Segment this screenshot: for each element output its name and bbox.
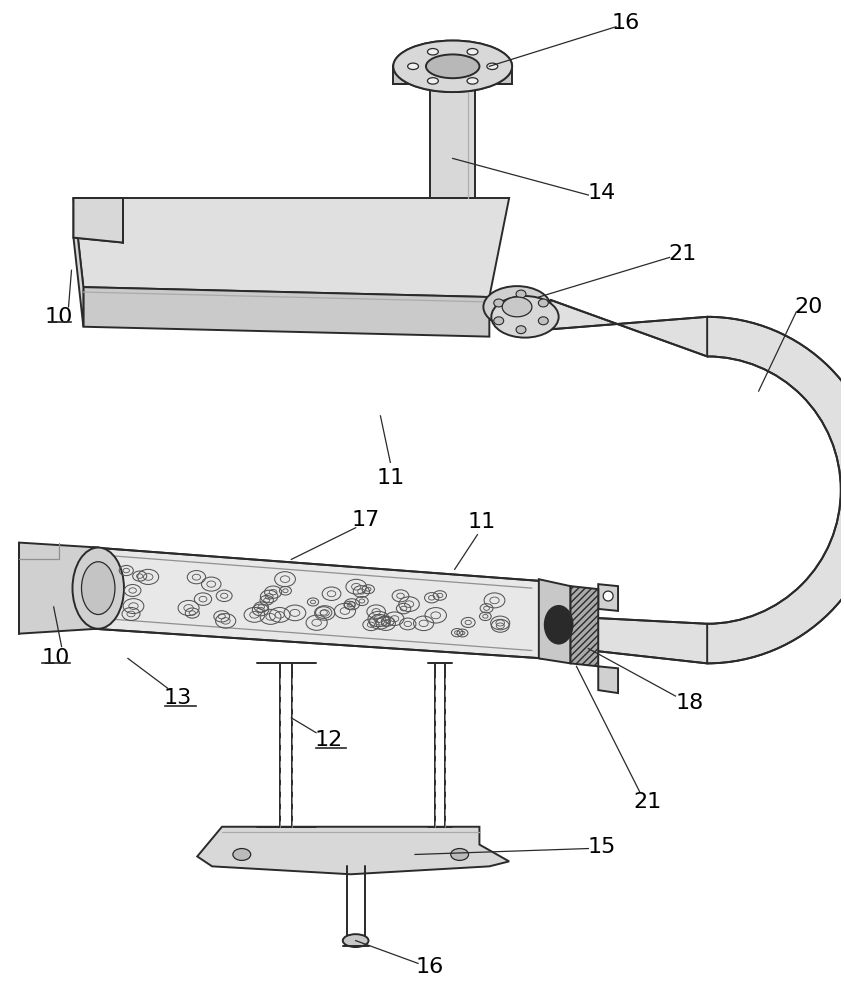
Polygon shape xyxy=(73,198,84,327)
Ellipse shape xyxy=(81,562,115,615)
Text: 10: 10 xyxy=(41,648,70,668)
Polygon shape xyxy=(598,584,617,611)
Text: 15: 15 xyxy=(587,837,615,857)
Text: 12: 12 xyxy=(315,730,343,750)
Text: 11: 11 xyxy=(376,468,404,488)
Polygon shape xyxy=(73,198,123,243)
Ellipse shape xyxy=(516,290,525,298)
Ellipse shape xyxy=(538,317,548,325)
Polygon shape xyxy=(570,586,598,666)
Ellipse shape xyxy=(427,49,438,55)
Polygon shape xyxy=(545,300,706,356)
Polygon shape xyxy=(73,198,509,297)
Ellipse shape xyxy=(493,317,503,325)
Ellipse shape xyxy=(450,849,468,860)
Ellipse shape xyxy=(493,299,503,307)
Ellipse shape xyxy=(407,63,418,70)
Text: 13: 13 xyxy=(163,688,192,708)
Text: 14: 14 xyxy=(587,183,614,203)
Ellipse shape xyxy=(516,326,525,334)
Ellipse shape xyxy=(544,606,572,644)
Ellipse shape xyxy=(467,49,478,55)
Text: 10: 10 xyxy=(45,307,73,327)
Text: 16: 16 xyxy=(415,957,444,977)
Text: 17: 17 xyxy=(351,510,379,530)
Polygon shape xyxy=(706,317,844,663)
Text: 20: 20 xyxy=(793,297,821,317)
Ellipse shape xyxy=(467,78,478,84)
Ellipse shape xyxy=(603,591,613,601)
Ellipse shape xyxy=(483,286,550,328)
Ellipse shape xyxy=(392,41,511,92)
Polygon shape xyxy=(538,579,570,663)
Polygon shape xyxy=(598,666,617,693)
Text: 21: 21 xyxy=(668,244,695,264)
Polygon shape xyxy=(392,66,511,84)
Ellipse shape xyxy=(538,299,548,307)
Text: 16: 16 xyxy=(611,13,640,33)
Polygon shape xyxy=(197,827,509,874)
Ellipse shape xyxy=(486,63,497,70)
Ellipse shape xyxy=(427,78,438,84)
Ellipse shape xyxy=(343,934,368,947)
Ellipse shape xyxy=(425,54,479,78)
Text: 11: 11 xyxy=(467,512,495,532)
Polygon shape xyxy=(93,548,544,658)
Text: 21: 21 xyxy=(633,792,661,812)
Polygon shape xyxy=(19,543,98,634)
Ellipse shape xyxy=(501,297,531,317)
Polygon shape xyxy=(573,617,706,663)
Ellipse shape xyxy=(233,849,251,860)
Ellipse shape xyxy=(73,548,124,629)
Polygon shape xyxy=(430,89,475,198)
Polygon shape xyxy=(84,287,489,337)
Text: 18: 18 xyxy=(674,693,703,713)
Ellipse shape xyxy=(392,41,511,92)
Ellipse shape xyxy=(490,296,558,338)
